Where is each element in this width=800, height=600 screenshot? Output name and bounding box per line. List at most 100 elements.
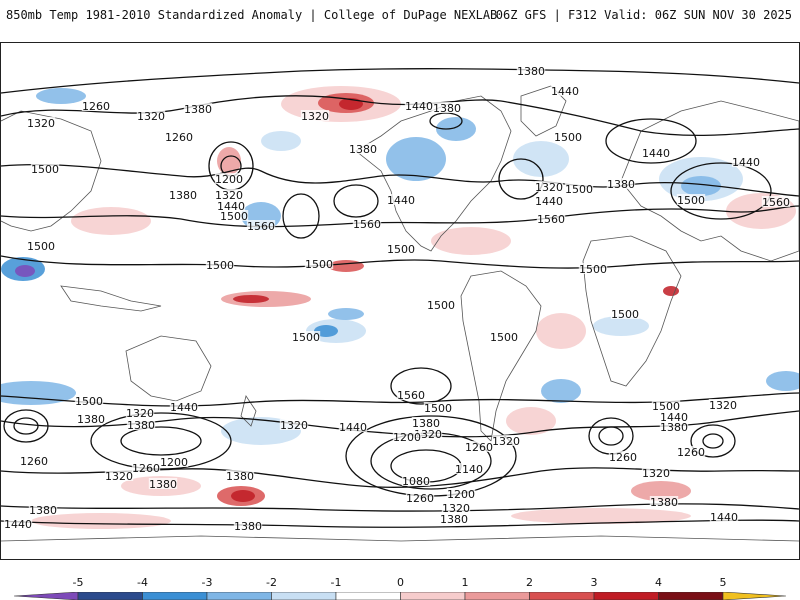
contour-label-bg (30, 163, 60, 174)
contour-label: 1320 (280, 419, 308, 432)
contour-label: 1380 (149, 478, 177, 491)
contour-label-bg (439, 513, 469, 524)
contour-label: 1380 (184, 103, 212, 116)
contour-label: 1440 (535, 195, 563, 208)
contour-label: 1260 (465, 441, 493, 454)
contour-label-bg (536, 213, 566, 224)
contour-label: 1440 (170, 401, 198, 414)
anomaly-blob (541, 379, 581, 403)
contour-label-bg (136, 110, 166, 121)
contour-label-bg (651, 400, 681, 411)
contour-ring (390, 367, 452, 405)
contour-label: 1500 (75, 395, 103, 408)
contour-label: 1380 (650, 496, 678, 509)
contour-label-bg (300, 110, 330, 121)
colorbar-tick-label: 0 (397, 576, 404, 589)
anomaly-blob (431, 227, 511, 255)
contour-label-bg (659, 421, 689, 432)
contour-label: 1380 (127, 419, 155, 432)
contour-line (1, 255, 799, 269)
contour-label-bg (348, 143, 378, 154)
contour-label: 1380 (660, 421, 688, 434)
contour-label: 1320 (535, 181, 563, 194)
anomaly-blob (36, 88, 86, 104)
contour-label: 1380 (226, 470, 254, 483)
contour-label-bg (608, 451, 638, 462)
contour-ring (13, 417, 39, 435)
contour-label-bg (386, 194, 416, 205)
contour-label: 1320 (215, 189, 243, 202)
contour-line (1, 68, 799, 94)
contour-label-bg (405, 492, 435, 503)
contour-label-bg (659, 411, 689, 422)
contour-label-bg (731, 156, 761, 167)
contour-label-bg (610, 308, 640, 319)
contour-label-bg (564, 183, 594, 194)
contour-label: 1500 (554, 131, 582, 144)
contour-label: 1440 (710, 511, 738, 524)
contour-label-bg (401, 475, 431, 486)
contour-label-bg (104, 470, 134, 481)
contour-label: 1500 (206, 259, 234, 272)
contour-label-bg (426, 299, 456, 310)
contour-label-bg (216, 200, 246, 211)
contour-label: 1440 (4, 518, 32, 531)
contour-label: 1320 (27, 117, 55, 130)
contour-label-bg (26, 117, 56, 128)
contour-label: 1500 (579, 263, 607, 276)
contour-label-bg (169, 401, 199, 412)
colorbar-max-arrow (722, 592, 787, 600)
anomaly-blob (513, 141, 569, 177)
contour-label-bg (676, 446, 706, 457)
contour-label-bg (205, 259, 235, 270)
coastline-africa (582, 235, 682, 387)
contour-label: 1500 (305, 258, 333, 271)
anomaly-blob (328, 308, 364, 320)
contour-label-bg (550, 85, 580, 96)
contour-label-bg (491, 435, 521, 446)
colorbar-scale (13, 592, 787, 600)
contour-label: 1320 (442, 502, 470, 515)
contour-label: 1440 (660, 411, 688, 424)
contour-label-bg (214, 189, 244, 200)
contour-label: 1200 (215, 173, 243, 186)
contour-line (1, 392, 799, 407)
contour-label: 1380 (433, 102, 461, 115)
colorbar-tick-label: -5 (72, 576, 84, 589)
contour-label: 1500 (292, 331, 320, 344)
contour-line (1, 503, 799, 512)
contour-label: 1440 (551, 85, 579, 98)
contour-label-bg (214, 173, 244, 184)
colorbar-tick-label: 3 (590, 576, 598, 589)
contour-label: 1500 (220, 210, 248, 223)
contour-label: 1560 (397, 389, 425, 402)
contour-label: 1380 (440, 513, 468, 526)
contour-label: 1380 (29, 504, 57, 517)
contour-label-bg (386, 243, 416, 254)
contour-label: 1500 (611, 308, 639, 321)
anomaly-blob (328, 260, 364, 272)
colorbar-segment (77, 592, 143, 600)
contour-label-bg (578, 263, 608, 274)
contour-label-bg (19, 455, 49, 466)
contour-label-bg (126, 419, 156, 430)
contour-label: 1320 (642, 467, 670, 480)
contour-label-bg (396, 389, 426, 400)
contour-label-bg (219, 210, 249, 221)
contour-label-bg (534, 195, 564, 206)
contour-label: 1380 (349, 143, 377, 156)
colorbar-segment (206, 592, 272, 600)
contour-label: 1560 (762, 196, 790, 209)
anomaly-blob (536, 313, 586, 349)
colorbar-tick-label: -3 (201, 576, 213, 589)
header: 850mb Temp 1981-2010 Standardized Anomal… (0, 0, 800, 32)
contour-label-bg (76, 413, 106, 424)
coastline-east-asia (1, 110, 102, 232)
colorbar-segment (529, 592, 595, 600)
contour-label-bg (454, 463, 484, 474)
contour-label-bg (168, 189, 198, 200)
contour-label-bg (164, 131, 194, 142)
contour-label-bg (413, 428, 443, 439)
